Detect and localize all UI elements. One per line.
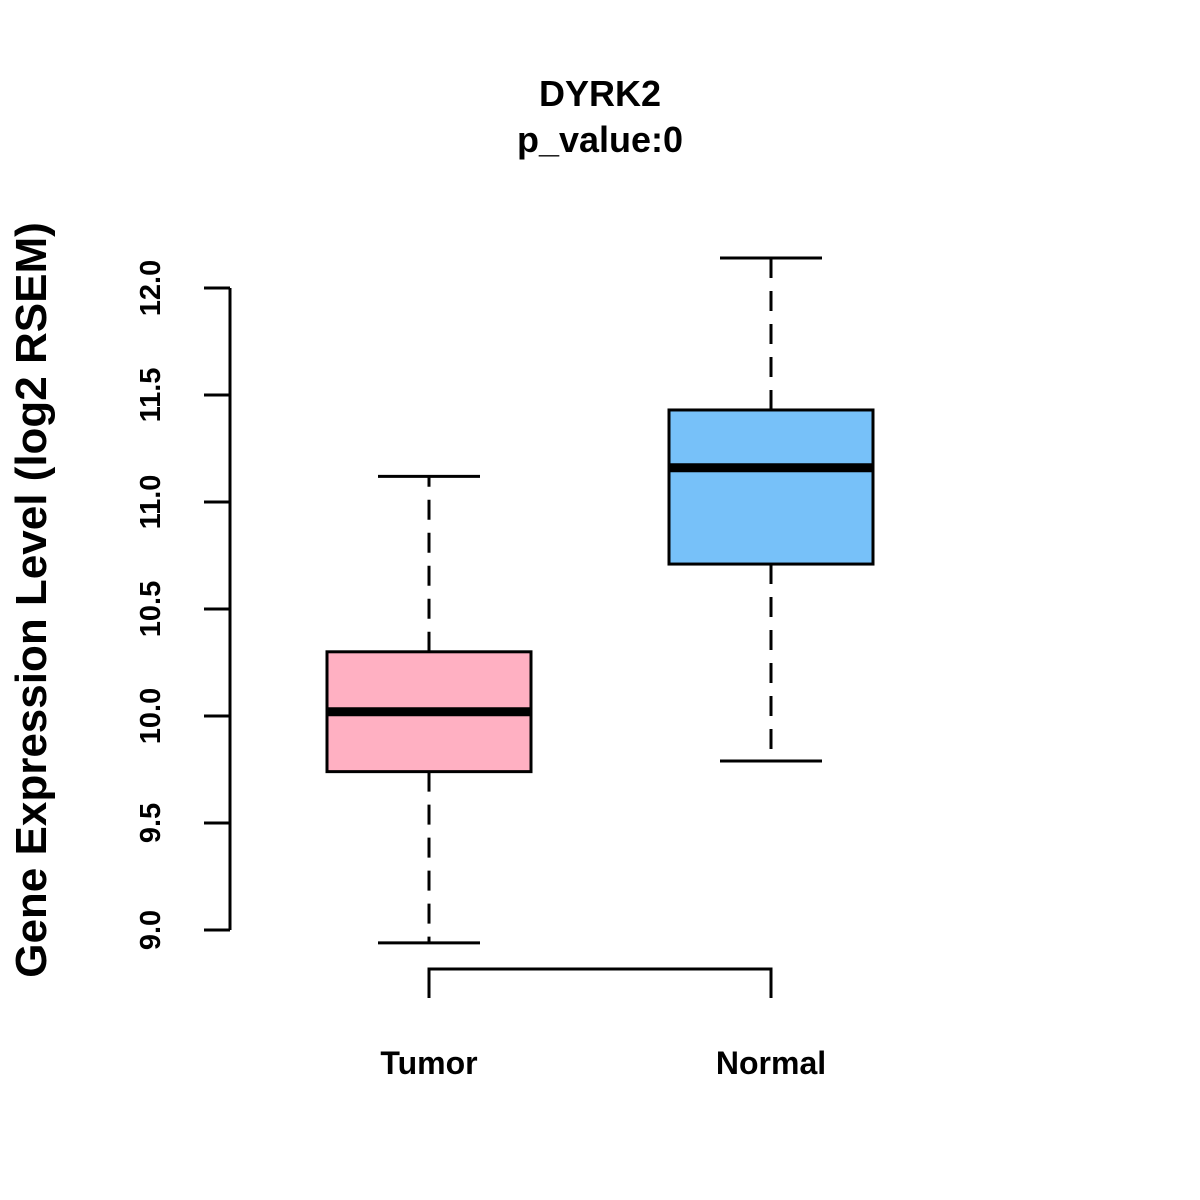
y-tick-label: 9.0 [135,910,167,950]
y-axis-label: Gene Expression Level (log2 RSEM) [7,222,56,978]
iqr-box [667,408,875,566]
significance-bracket [427,967,773,998]
box-normal [667,256,875,763]
chart-title: DYRK2 [539,73,661,114]
y-tick-label: 12.0 [135,260,167,316]
x-category-label: Normal [716,1045,826,1081]
y-tick-label: 10.5 [135,581,167,637]
chart-subtitle: p_value:0 [517,119,683,160]
y-axis: 9.0 9.5 10.0 10.5 11.0 11.5 12.0 [135,260,232,950]
y-tick-label: 11.0 [135,475,167,530]
box-tumor [325,474,533,945]
category-labels: Tumor Normal [380,1045,826,1081]
y-tick-label: 9.5 [135,803,167,843]
boxes-group [325,256,875,945]
y-tick-label: 11.5 [135,368,167,423]
significance-bracket-group [427,967,773,998]
y-tick-label: 10.0 [135,688,167,744]
x-category-label: Tumor [380,1045,477,1081]
